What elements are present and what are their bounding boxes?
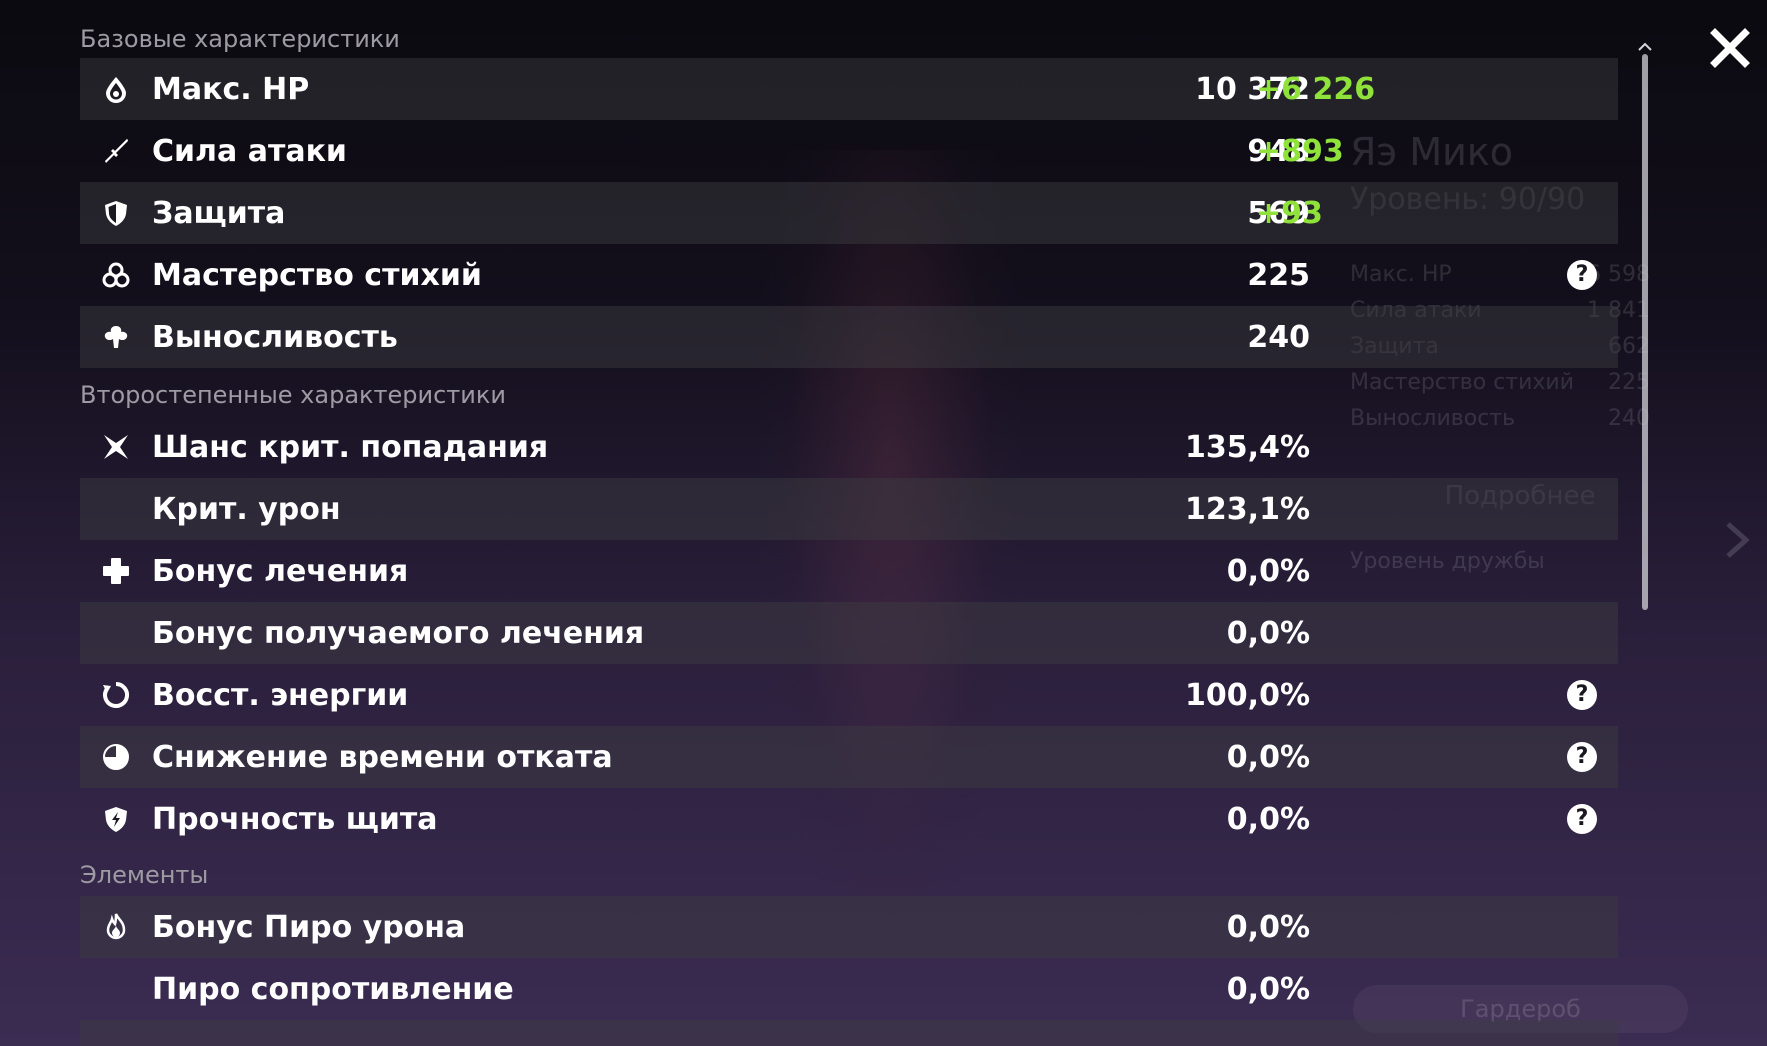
stat-row-partial [80, 1020, 1618, 1046]
help-icon[interactable]: ? [1567, 260, 1597, 290]
stat-value: 948 [1247, 133, 1310, 169]
section-title-secondary: Второстепенные характеристики [80, 381, 506, 409]
stat-value: 0,0% [1226, 909, 1310, 945]
stat-row-pyro-dmg: Бонус Пиро урона 0,0% [80, 896, 1618, 958]
stat-value: 0,0% [1226, 553, 1310, 589]
stat-row-stamina: Выносливость 240 [80, 306, 1618, 368]
stat-label: Снижение времени отката [152, 739, 613, 775]
stat-label: Крит. урон [152, 491, 341, 527]
stat-value: 569 [1247, 195, 1310, 231]
crit-rate-icon [80, 416, 152, 478]
scrollbar-thumb[interactable] [1642, 54, 1648, 610]
wardrobe-button: Гардероб [1353, 985, 1688, 1033]
stat-bonus: +893 [1256, 133, 1344, 169]
pyro-icon [80, 896, 152, 958]
section-title-elements: Элементы [80, 861, 209, 889]
stat-label: Защита [152, 195, 286, 231]
help-icon[interactable]: ? [1567, 804, 1597, 834]
shield-strength-icon [80, 788, 152, 850]
stat-row-cd-reduction: Снижение времени отката 0,0% ? [80, 726, 1618, 788]
hp-drop-icon [80, 58, 152, 120]
stat-row-crit-rate: Шанс крит. попадания 135,4% [80, 416, 1618, 478]
stat-label: Бонус лечения [152, 553, 409, 589]
stat-row-elemental-mastery: Мастерство стихий 225 ? [80, 244, 1618, 306]
chevron-right-icon [1726, 522, 1750, 558]
stat-label: Шанс крит. попадания [152, 429, 549, 465]
stat-label: Бонус получаемого лечения [152, 615, 645, 651]
stat-row-def: Защита 569 +93 [80, 182, 1618, 244]
stat-row-atk: Сила атаки 948 +893 [80, 120, 1618, 182]
stamina-icon [80, 306, 152, 368]
stat-value: 225 [1247, 257, 1310, 293]
stat-value: 123,1% [1185, 491, 1310, 527]
stat-value: 0,0% [1226, 739, 1310, 775]
close-icon[interactable] [1710, 28, 1750, 68]
stat-label: Мастерство стихий [152, 257, 482, 293]
shield-icon [80, 182, 152, 244]
stat-bonus: +93 [1256, 195, 1323, 231]
stat-value: 0,0% [1226, 615, 1310, 651]
stat-label: Бонус Пиро урона [152, 909, 466, 945]
attributes-panel[interactable]: Базовые характеристики Макс. HP 10 372 +… [80, 20, 1618, 1046]
stat-label: Пиро сопротивление [152, 971, 514, 1007]
stat-value: 135,4% [1185, 429, 1310, 465]
stat-row-energy-recharge: Восст. энергии 100,0% ? [80, 664, 1618, 726]
stat-value: 100,0% [1185, 677, 1310, 713]
section-title-base: Базовые характеристики [80, 25, 400, 53]
stat-bonus: +6 226 [1256, 71, 1376, 107]
stat-row-max-hp: Макс. HP 10 372 +6 226 [80, 58, 1618, 120]
stat-value: 0,0% [1226, 971, 1310, 1007]
sword-icon [80, 120, 152, 182]
stat-label: Макс. HP [152, 71, 310, 107]
stat-label: Сила атаки [152, 133, 347, 169]
stat-row-shield-strength: Прочность щита 0,0% ? [80, 788, 1618, 850]
stat-row-crit-dmg: Крит. урон 123,1% [80, 478, 1618, 540]
stat-label: Выносливость [152, 319, 398, 355]
stat-label: Восст. энергии [152, 677, 409, 713]
stat-value: 240 [1247, 319, 1310, 355]
scroll-up-icon[interactable] [1637, 42, 1653, 52]
energy-recharge-icon [80, 664, 152, 726]
stat-row-healing-bonus: Бонус лечения 0,0% [80, 540, 1618, 602]
cooldown-icon [80, 726, 152, 788]
help-icon[interactable]: ? [1567, 680, 1597, 710]
stat-value: 0,0% [1226, 801, 1310, 837]
stat-value: 10 372 [1195, 71, 1310, 107]
stat-row-pyro-res: Пиро сопротивление 0,0% [80, 958, 1618, 1020]
stat-row-incoming-healing: Бонус получаемого лечения 0,0% [80, 602, 1618, 664]
help-icon[interactable]: ? [1567, 742, 1597, 772]
stat-label: Прочность щита [152, 801, 438, 837]
healing-cross-icon [80, 540, 152, 602]
elemental-mastery-icon [80, 244, 152, 306]
